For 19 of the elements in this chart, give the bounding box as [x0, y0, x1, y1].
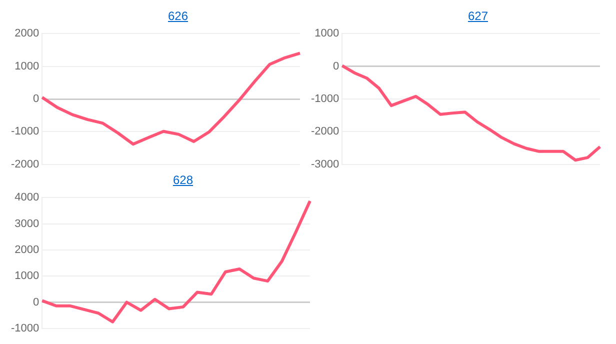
y-tick-label: 1000: [14, 270, 40, 282]
y-tick-label: -1000: [310, 93, 340, 106]
y-tick-label: 0: [333, 60, 340, 72]
y-tick-label: 1000: [314, 28, 340, 40]
y-tick-label: 4000: [14, 192, 40, 204]
y-tick-label: 1000: [14, 60, 40, 72]
y-tick-label: -2000: [10, 158, 40, 170]
chart-title: 628: [172, 172, 194, 188]
y-tick-label: 2000: [14, 244, 40, 256]
y-tick-label: -1000: [10, 322, 40, 334]
y-tick-label: -1000: [10, 126, 40, 138]
y-tick-label: 0: [33, 93, 40, 106]
chart-title: 627: [466, 8, 490, 24]
y-tick-label: 0: [33, 296, 40, 308]
y-tick-label: -3000: [310, 158, 340, 170]
y-tick-label: -2000: [310, 126, 340, 138]
y-tick-label: 3000: [14, 218, 40, 230]
y-tick-label: 2000: [14, 28, 40, 40]
chart-title: 626: [166, 8, 190, 24]
